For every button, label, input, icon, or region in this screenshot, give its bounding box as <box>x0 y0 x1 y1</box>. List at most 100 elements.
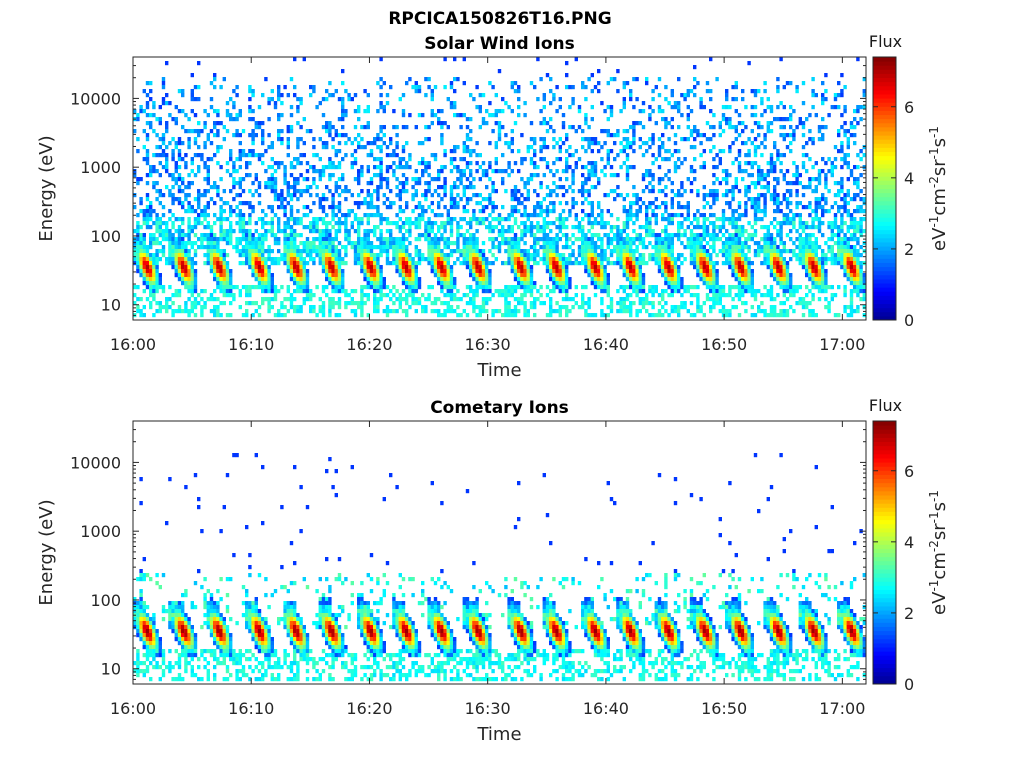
heatmap-cell <box>385 101 390 106</box>
heatmap-cell <box>520 257 524 262</box>
heatmap-cell <box>600 269 604 274</box>
heatmap-cell <box>449 105 454 110</box>
heatmap-cell <box>712 189 716 194</box>
heatmap-cell <box>536 173 540 178</box>
heatmap-cell <box>174 265 178 270</box>
heatmap-cell <box>581 129 585 134</box>
heatmap-cell <box>693 169 697 174</box>
heatmap-cell <box>398 301 402 306</box>
heatmap-cell <box>197 169 201 174</box>
heatmap-cell <box>257 269 262 274</box>
heatmap-cell <box>645 185 649 190</box>
heatmap-cell <box>373 157 377 162</box>
heatmap-cell <box>533 305 537 310</box>
heatmap-cell <box>712 197 716 202</box>
heatmap-cell <box>753 229 758 234</box>
heatmap-cell <box>475 265 479 270</box>
heatmap-cell <box>545 313 550 318</box>
heatmap-cell <box>680 293 684 298</box>
heatmap-cell <box>190 93 194 98</box>
heatmap-cell <box>379 85 383 90</box>
heatmap-cell <box>523 249 527 254</box>
heatmap-cell <box>513 253 518 258</box>
heatmap-cell <box>305 213 310 218</box>
heatmap-cell <box>225 253 230 258</box>
heatmap-cell <box>456 193 460 198</box>
heatmap-cell <box>638 277 642 282</box>
heatmap-cell <box>430 241 434 246</box>
heatmap-cell <box>718 297 722 302</box>
heatmap-cell <box>309 129 313 134</box>
heatmap-cell <box>296 105 300 110</box>
heatmap-cell <box>152 257 156 262</box>
heatmap-cell <box>353 137 358 142</box>
heatmap-cell <box>629 165 633 170</box>
heatmap-cell <box>273 101 278 106</box>
heatmap-cell <box>609 173 614 178</box>
heatmap-cell <box>558 97 562 102</box>
heatmap-cell <box>744 245 748 250</box>
heatmap-cell <box>142 249 146 254</box>
heatmap-cell <box>667 245 671 250</box>
heatmap-cell <box>597 273 601 278</box>
heatmap-cell <box>629 141 633 146</box>
heatmap-cell <box>392 153 396 158</box>
heatmap-cell <box>632 253 636 258</box>
heatmap-cell <box>174 261 178 266</box>
heatmap-cell <box>168 237 172 242</box>
heatmap-cell <box>664 117 668 122</box>
heatmap-cell <box>181 309 185 314</box>
heatmap-cell <box>488 165 492 170</box>
heatmap-cell <box>168 229 172 234</box>
heatmap-cell <box>731 273 735 278</box>
heatmap-cell <box>705 217 710 222</box>
heatmap-cell <box>670 257 674 262</box>
heatmap-cell <box>744 301 748 306</box>
heatmap-cell <box>507 261 511 266</box>
heatmap-cell <box>702 301 706 306</box>
heatmap-cell <box>613 245 617 250</box>
heatmap-cell <box>289 269 294 274</box>
heatmap-cell <box>222 125 226 130</box>
heatmap-cell <box>737 149 742 154</box>
heatmap-cell <box>219 221 223 226</box>
heatmap-cell <box>331 173 335 178</box>
heatmap-cell <box>430 245 434 250</box>
heatmap-cell <box>251 237 255 242</box>
heatmap-cell <box>398 245 402 250</box>
heatmap-cell <box>462 173 466 178</box>
heatmap-cell <box>209 253 214 258</box>
heatmap-cell <box>456 249 460 254</box>
heatmap-cell <box>597 149 601 154</box>
heatmap-cell <box>325 253 329 258</box>
heatmap-cell <box>686 89 690 94</box>
heatmap-cell <box>648 313 652 318</box>
heatmap-cell <box>584 261 588 266</box>
heatmap-cell <box>673 289 678 294</box>
heatmap-cell <box>273 233 278 238</box>
heatmap-cell <box>686 309 690 314</box>
heatmap-cell <box>504 229 508 234</box>
heatmap-cell <box>590 209 594 214</box>
heatmap-cell <box>677 229 681 234</box>
heatmap-cell <box>472 269 476 274</box>
heatmap-cell <box>718 133 722 138</box>
heatmap-cell <box>485 281 489 286</box>
heatmap-cell <box>529 121 534 126</box>
heatmap-cell <box>181 109 185 114</box>
heatmap-cell <box>622 265 626 270</box>
heatmap-cell <box>680 185 684 190</box>
heatmap-cell <box>757 193 761 198</box>
heatmap-cell <box>139 313 143 318</box>
heatmap-cell <box>728 253 732 258</box>
heatmap-cell <box>136 225 140 230</box>
heatmap-cell <box>395 133 399 138</box>
heatmap-cell <box>299 173 303 178</box>
heatmap-cell <box>485 185 489 190</box>
heatmap-cell <box>638 209 642 214</box>
heatmap-cell <box>446 289 450 294</box>
heatmap-cell <box>328 93 332 98</box>
heatmap-cell <box>520 297 524 302</box>
heatmap-cell <box>424 161 428 166</box>
heatmap-cell <box>747 61 751 66</box>
